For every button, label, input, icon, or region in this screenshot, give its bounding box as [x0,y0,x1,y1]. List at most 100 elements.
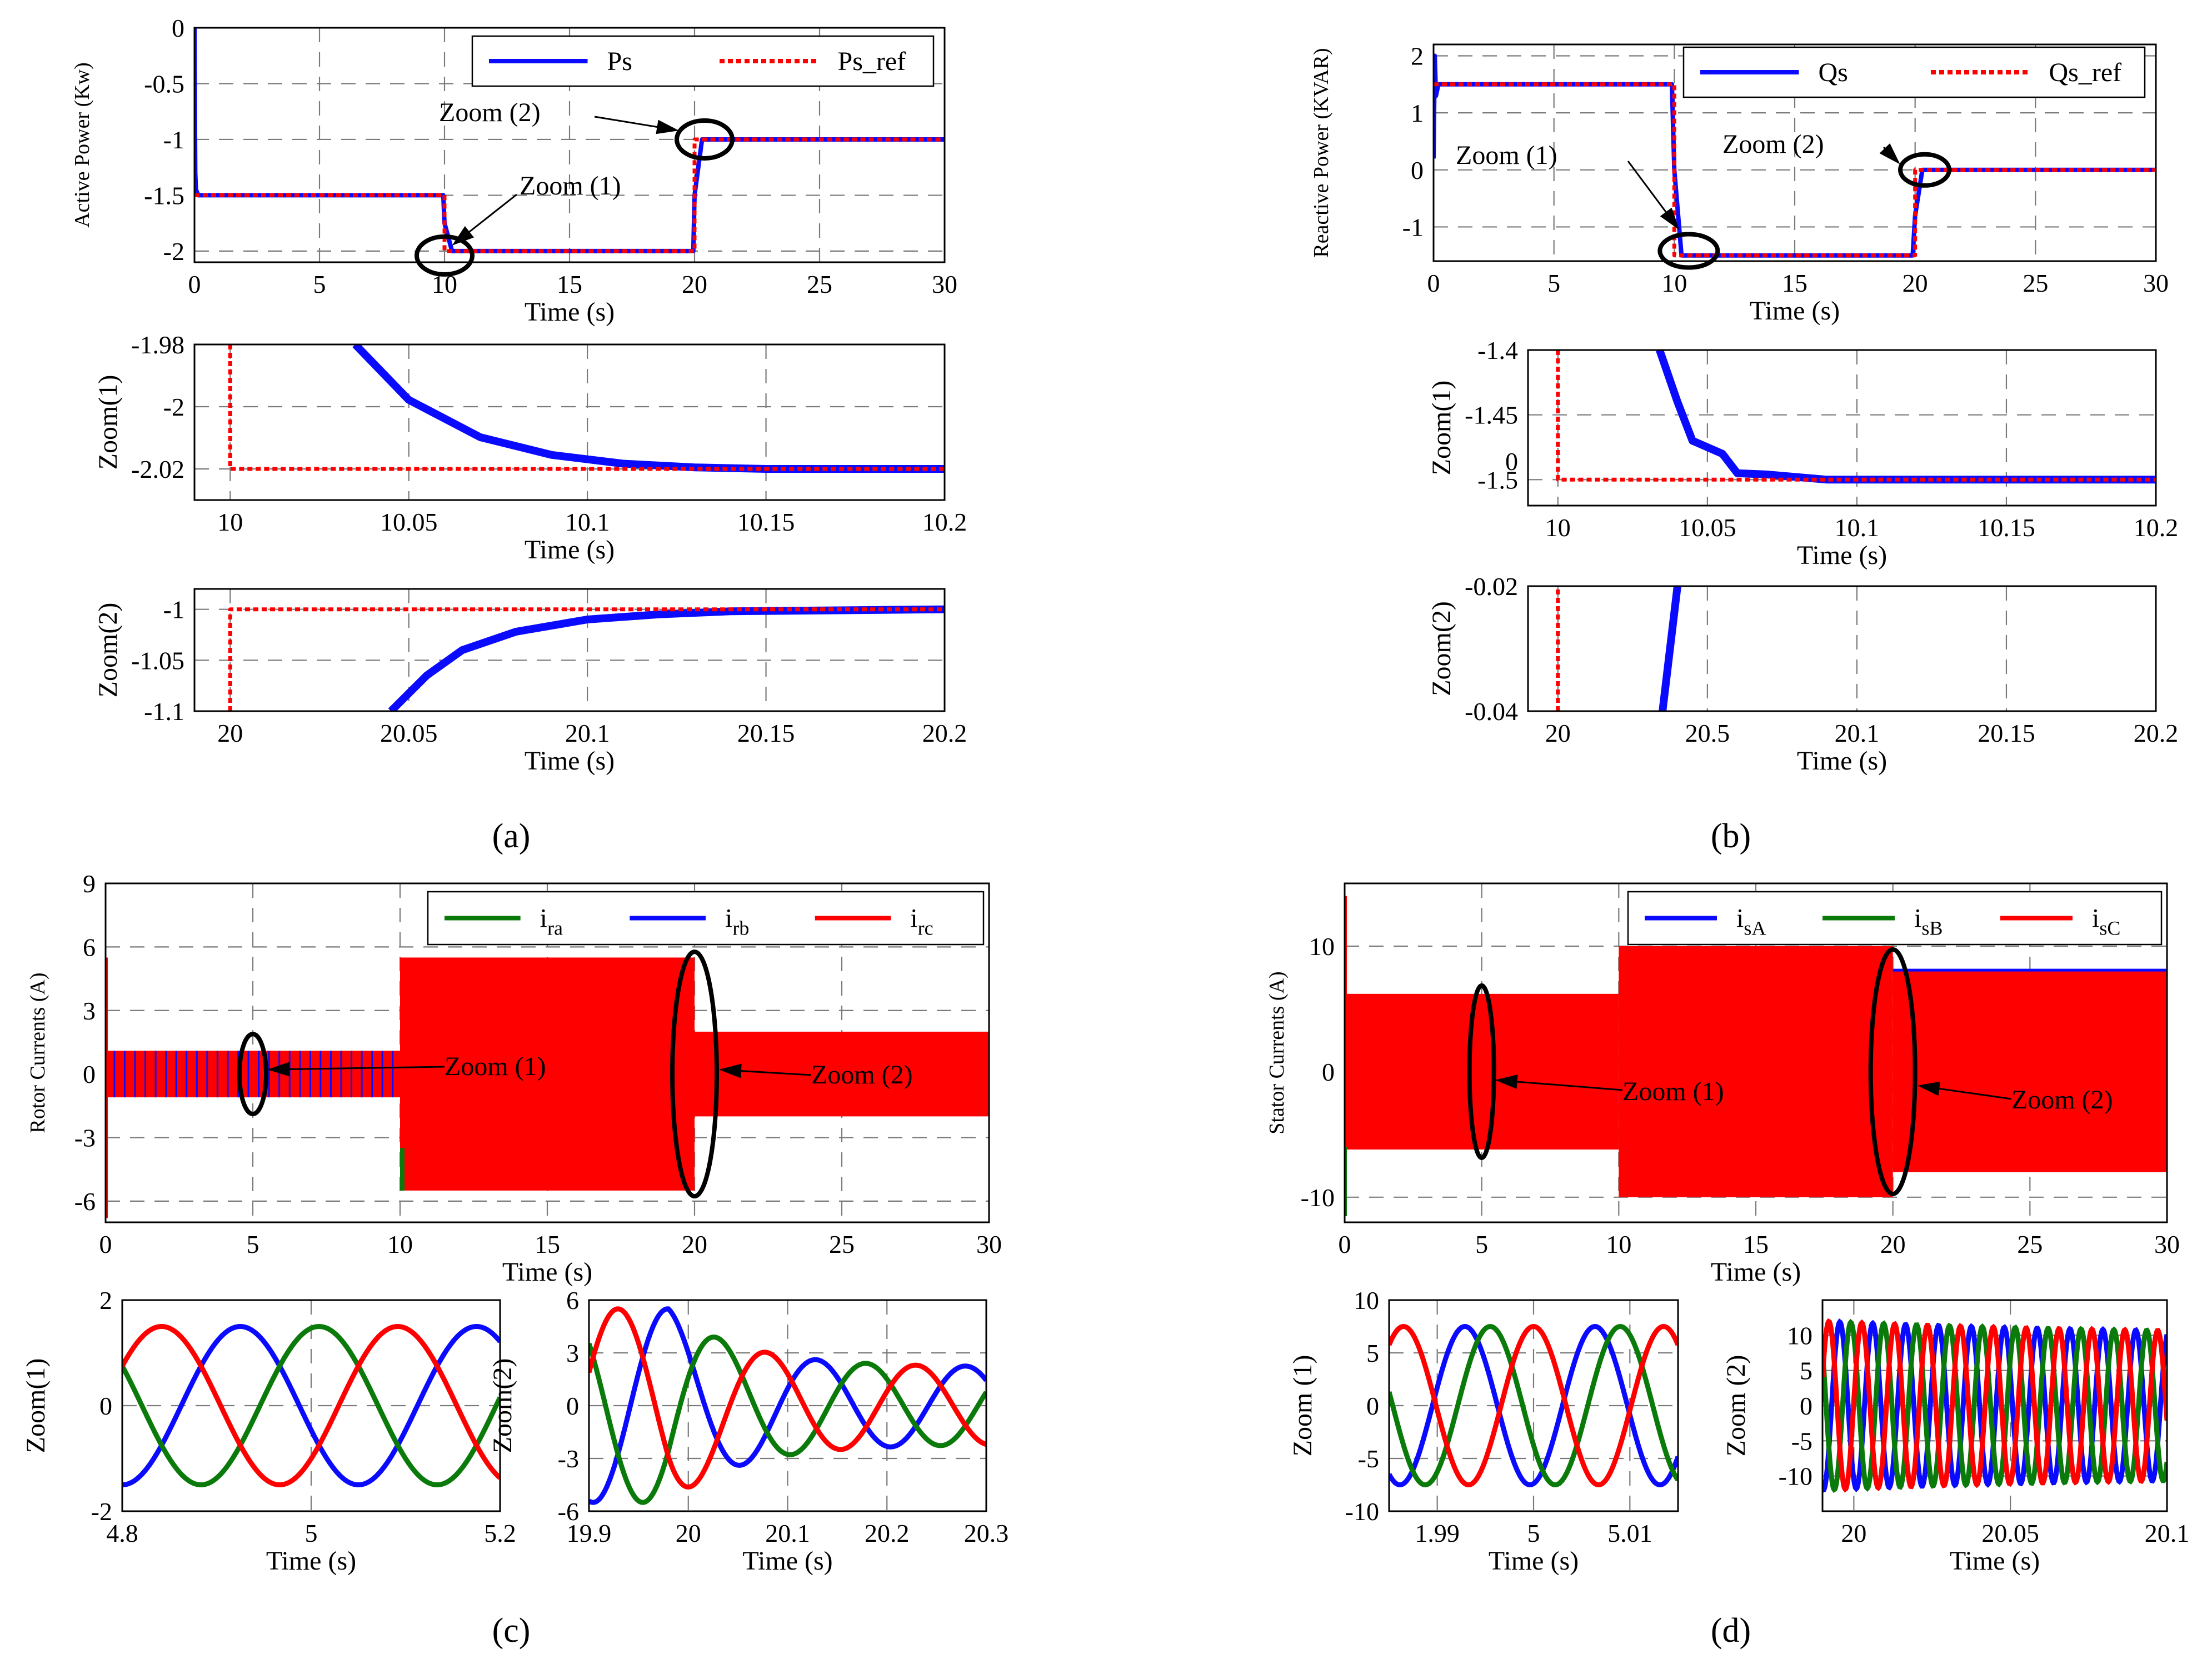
x-tick-label: 20.2 [2134,719,2179,747]
y-tick-label: 3 [566,1339,579,1367]
x-tick-label: 20.05 [380,719,438,747]
series-line-qs_ref [1556,350,2156,482]
y-axis-label: Rotor Currents (A) [26,972,49,1133]
x-tick-label: 20.1 [565,719,610,747]
x-axis-label: Time (s) [525,746,615,776]
y-axis-label: Zoom(2) [93,603,123,698]
axis-frame [1821,1299,2168,1512]
zoom-annotation: Zoom (1) [1456,141,1557,170]
x-tick-label: 20.15 [737,719,795,747]
legend-entry: irb [725,904,749,940]
x-tick-label: 20.3 [964,1519,1009,1547]
series-line-ps_ref [228,344,945,471]
y-tick-label: -2 [91,1497,112,1526]
zoom-annotation: Zoom (2) [811,1060,913,1090]
phase-wave-red [589,1306,986,1490]
x-tick-label: 20 [1880,1230,1906,1258]
y-tick-label: -2 [163,393,184,421]
y-axis-label: Zoom (2) [1721,1355,1751,1457]
series-line-ps [352,344,945,473]
x-tick-label: 10.1 [565,508,610,536]
x-tick-label: 15 [535,1230,560,1258]
y-tick-label: -0.5 [144,69,184,98]
axis-frame [1527,585,2157,712]
phase-wave-red [1822,1318,2167,1493]
y-tick-label: 0 [566,1392,579,1420]
y-tick-label: 5 [1366,1339,1379,1367]
x-tick-label: 20.2 [865,1519,910,1547]
zoom-ellipse [1868,947,1918,1196]
phase-wave-green [589,1334,986,1505]
x-tick-label: 10.05 [380,508,438,536]
x-tick-label: 20.1 [765,1519,810,1547]
plot-area [1822,1318,2167,1493]
y-tick-label: 5 [1800,1357,1812,1385]
y-tick-label: -2 [163,237,184,266]
legend-entry: Ps [607,47,632,76]
plot-area [122,1324,500,1487]
series-line-qs_ref [1556,586,1560,711]
axis-frame [104,882,990,1223]
zoom-annotation: Zoom (1) [1622,1077,1724,1106]
axis-frame [193,343,946,501]
x-tick-label: 25 [807,270,832,298]
legend-entry: Ps_ref [838,47,906,76]
x-tick-label: 0 [1427,269,1440,297]
panel-label-c: (c) [492,1612,531,1650]
chart-a_z2: 20 20.05 20.1 20.15 20.2 -1 -1.05 -1.1 Time (s) Z… [93,588,967,776]
x-tick-label: 30 [932,270,957,298]
x-axis-label: Time (s) [525,297,615,327]
x-tick-label: 10.2 [922,508,967,536]
y-tick-label: -0.04 [1465,697,1518,726]
y-tick-label: 2 [1411,42,1424,71]
legend-entry: irc [910,904,933,940]
chart-a_z1: 10 10.05 10.1 10.15 10.2 -1.98 -2 -2.02 Time (s)… [93,331,967,564]
axis-frame [193,27,946,263]
y-tick-label: 0 [172,14,184,42]
axis-frame [193,588,946,712]
x-tick-label: 10.1 [1835,513,1880,542]
x-tick-label: 20 [676,1519,701,1547]
annotation-arrowhead [1879,143,1900,164]
y-tick-label: 0 [83,1060,96,1088]
axis-frame [1527,349,2157,507]
legend-entry: isC [2092,904,2120,940]
x-tick-label: 15 [557,270,582,298]
y-tick-label: -6 [74,1187,96,1216]
y-axis-label: Reactive Power (KVAR) [1310,48,1333,257]
zoom-ellipse [415,234,475,277]
y-tick-label: 9 [83,870,96,898]
y-tick-label: -1.5 [144,181,184,209]
plot-area [194,28,945,253]
y-tick-label: 10 [1354,1286,1379,1315]
annotation-arrowhead [656,119,679,134]
y-tick-label: -5 [1791,1427,1812,1455]
y-tick-label: -1 [1402,213,1424,241]
x-axis-label: Time (s) [1797,541,1887,570]
legend-entry: ira [540,904,563,940]
y-tick-label: 6 [566,1286,579,1315]
y-axis-label: Stator Currents (A) [1265,971,1289,1134]
x-tick-label: 10 [1606,1230,1631,1258]
y-tick-label: -5 [1358,1445,1379,1473]
x-tick-label: 5 [305,1519,318,1547]
chart-c_z1: 4.8 5 5.2 2 0 -2 Time (s) Zoom(1) [21,1286,516,1576]
x-tick-label: 5 [1475,1230,1488,1258]
x-axis-label: Time (s) [742,1546,832,1576]
y-tick-label: -10 [1345,1497,1379,1526]
x-axis-label: Time (s) [1797,746,1887,776]
annotation-arrow [277,1066,445,1071]
x-tick-label: 30 [2154,1230,2180,1258]
y-tick-label: -1.05 [131,646,184,674]
x-tick-label: 20.1 [1835,719,1880,747]
phase-wave-green [1389,1323,1678,1487]
annotation-arrow [594,116,670,130]
x-tick-label: 20.1 [2145,1519,2190,1547]
series-line-qs [1656,350,2156,484]
y-tick-label: -0.02 [1465,572,1518,601]
chart-c_z2: 19.9 20 20.1 20.2 20.3 6 3 0 -3 -6 Time (s) Zoom(2) [488,1286,1008,1576]
x-axis-label: Time (s) [1489,1546,1579,1576]
